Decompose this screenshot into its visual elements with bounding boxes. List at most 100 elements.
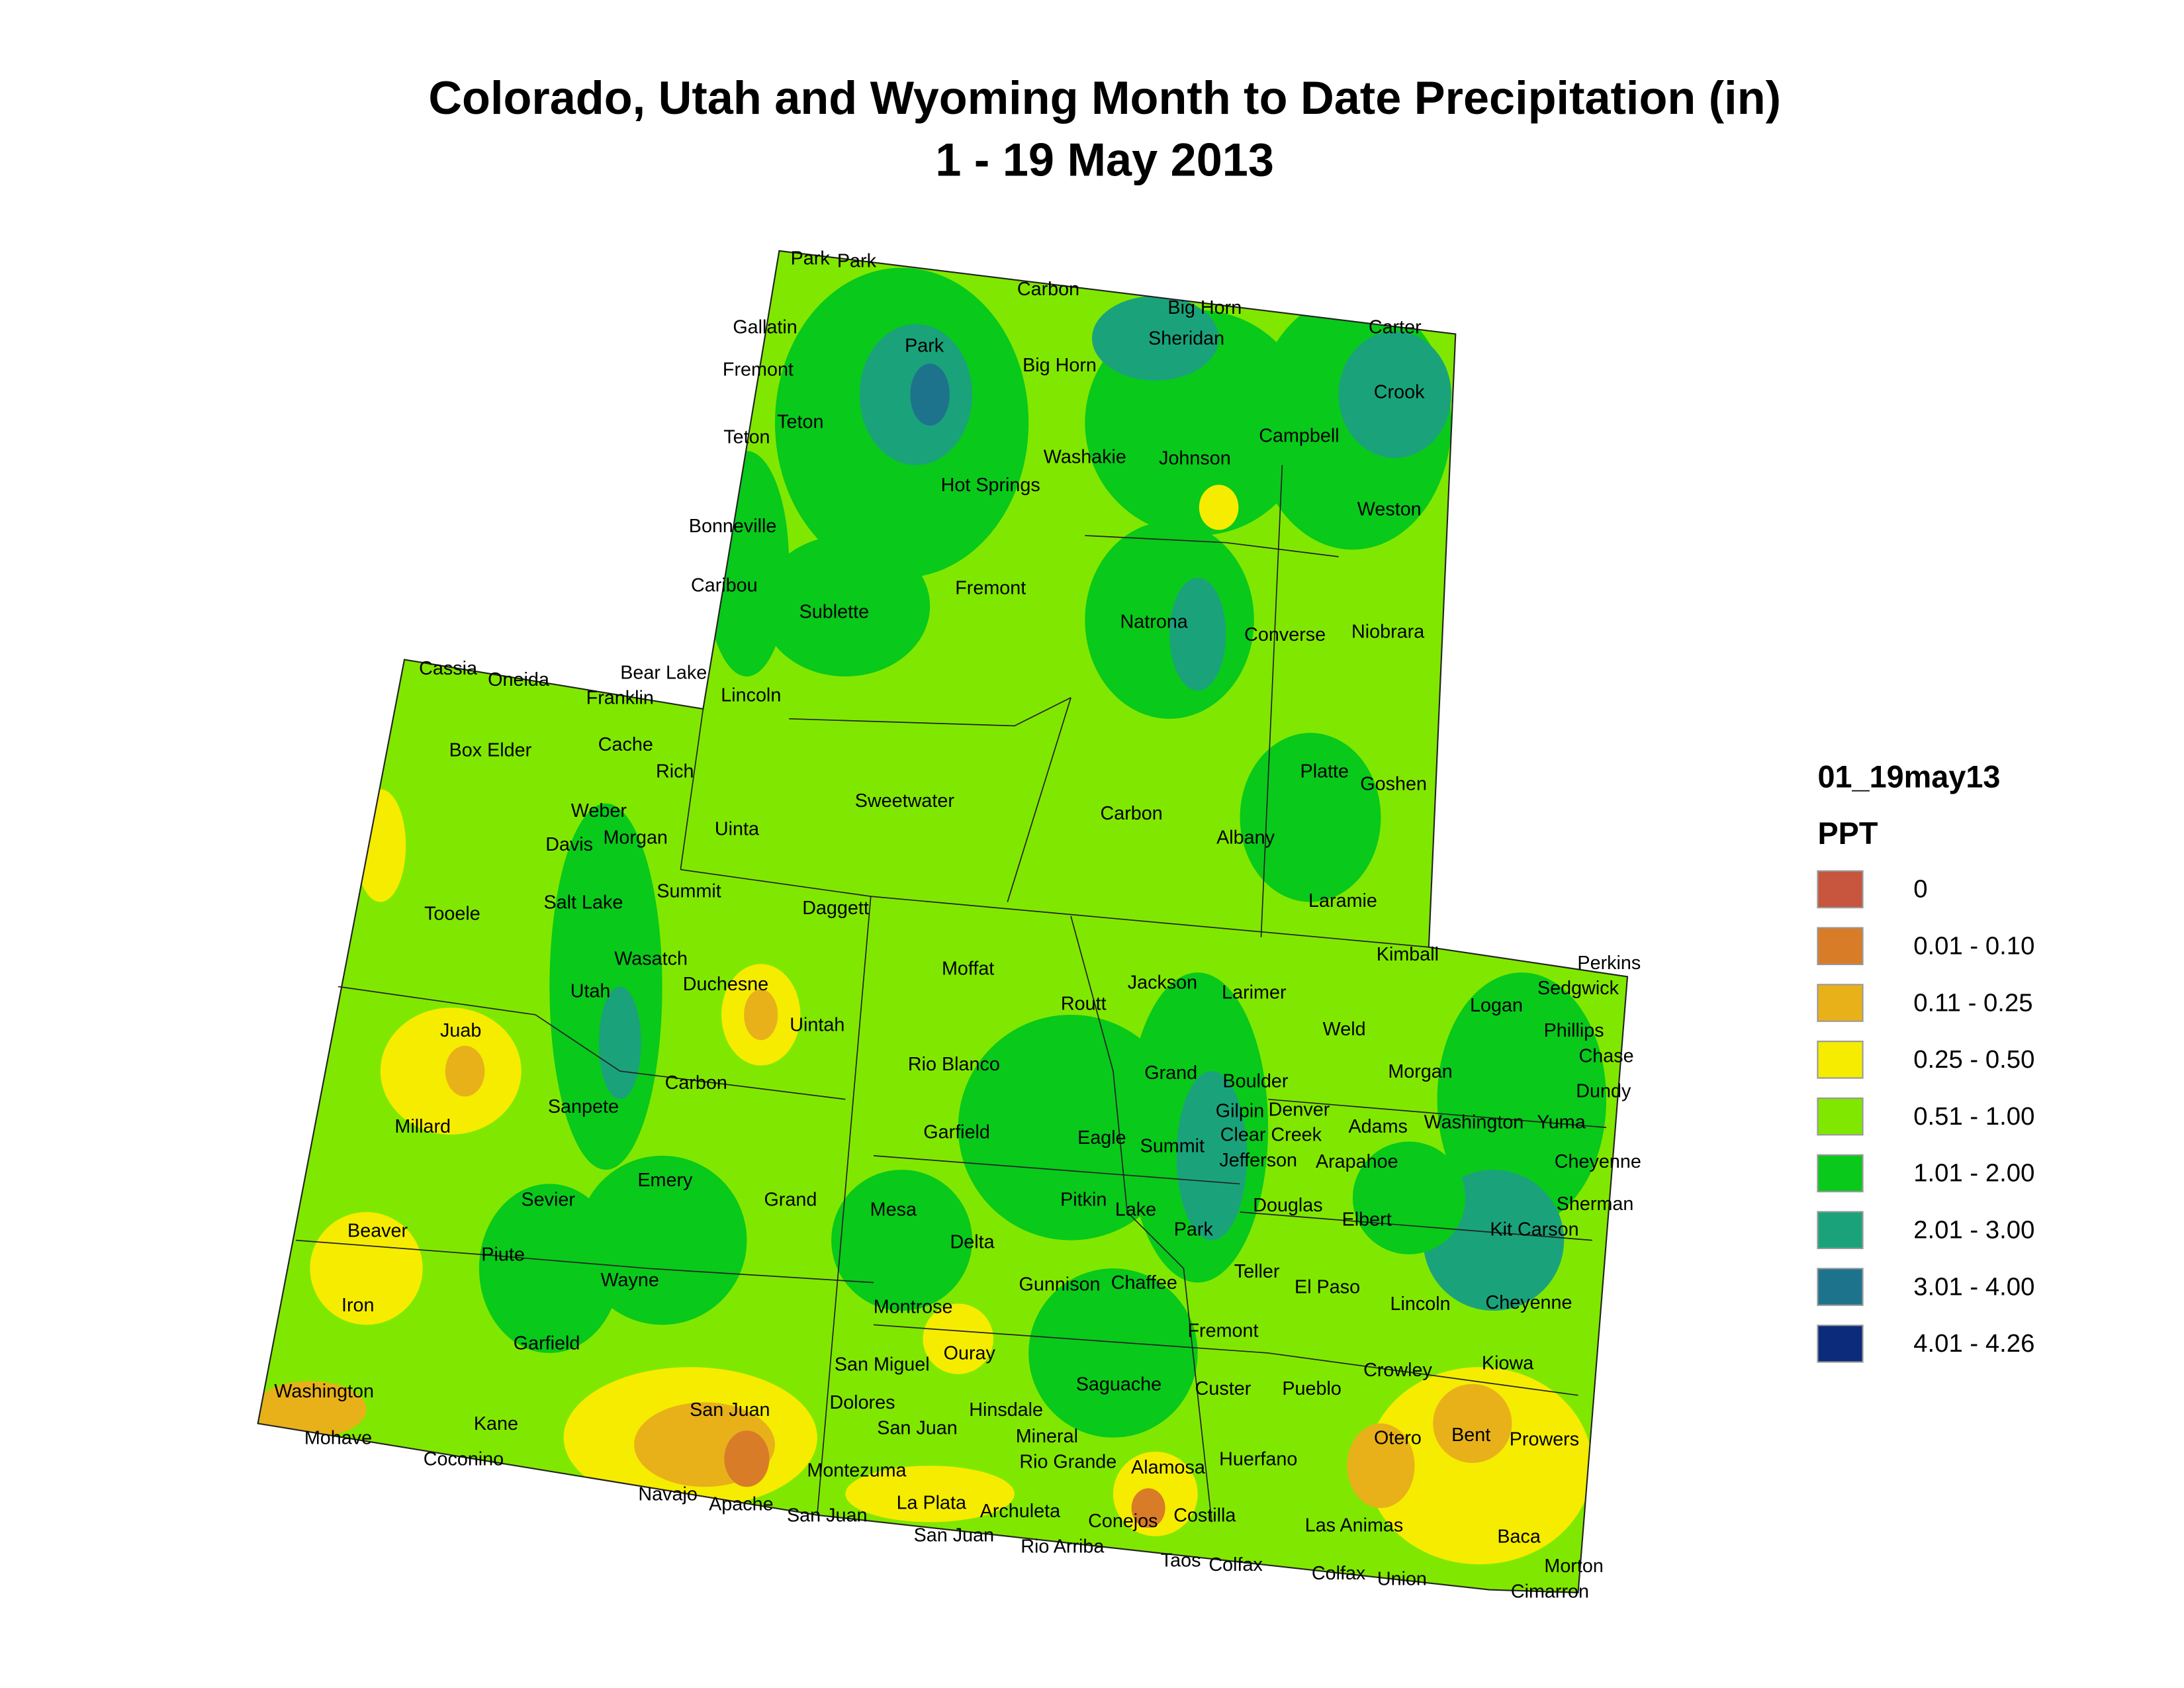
county-label: Apache	[709, 1493, 773, 1515]
county-label: Summit	[1140, 1136, 1205, 1157]
county-label: Dundy	[1576, 1081, 1631, 1102]
county-label: San Juan	[877, 1417, 957, 1438]
county-label: Mesa	[870, 1199, 917, 1220]
county-label: Douglas	[1253, 1195, 1322, 1216]
legend-swatch	[1817, 927, 1864, 965]
county-label: Otero	[1374, 1427, 1422, 1448]
legend-label: 0.11 - 0.25	[1913, 988, 2032, 1017]
county-label: San Juan	[787, 1505, 867, 1526]
county-label: Johnson	[1159, 448, 1231, 469]
county-label: Baca	[1497, 1526, 1541, 1547]
county-label: Jackson	[1128, 972, 1197, 994]
county-label: Beaver	[347, 1220, 408, 1241]
county-label: Boulder	[1222, 1071, 1288, 1092]
legend-subtitle: PPT	[1817, 816, 1878, 851]
county-label: Clear Creek	[1220, 1125, 1322, 1146]
county-label: Kit Carson	[1490, 1219, 1578, 1240]
county-label: Las Animas	[1305, 1515, 1404, 1536]
county-label: Montrose	[874, 1296, 953, 1317]
legend-label: 4.01 - 4.26	[1913, 1329, 2034, 1358]
county-label: Fremont	[723, 359, 794, 381]
county-label: Washakie	[1044, 447, 1126, 468]
county-label: Fremont	[955, 578, 1026, 599]
county-label: Perkins	[1577, 953, 1641, 974]
county-label: Sedgwick	[1537, 978, 1619, 999]
county-label: Morton	[1544, 1556, 1603, 1577]
map-subtitle: 1 - 19 May 2013	[935, 134, 1274, 186]
county-label: Hot Springs	[941, 475, 1040, 496]
county-label: Chase	[1579, 1045, 1634, 1066]
county-label: Kiowa	[1482, 1353, 1533, 1374]
county-label: Union	[1377, 1568, 1427, 1589]
county-label: Archuleta	[980, 1501, 1060, 1522]
county-label: Crowley	[1363, 1360, 1432, 1381]
county-label: Sweetwater	[855, 790, 955, 812]
legend-label: 1.01 - 2.00	[1913, 1159, 2034, 1188]
county-label: Davis	[545, 834, 593, 855]
county-label: Bonneville	[689, 516, 777, 537]
county-label: Carter	[1369, 317, 1422, 338]
county-label: Morgan	[1388, 1061, 1452, 1082]
county-label: Morgan	[603, 827, 667, 848]
county-label: Franklin	[586, 688, 654, 709]
county-label: Navajo	[638, 1484, 697, 1505]
county-label: Uintah	[790, 1015, 844, 1036]
county-label: Taos	[1161, 1550, 1201, 1571]
legend-swatch	[1817, 1325, 1864, 1363]
county-label: Millard	[394, 1116, 451, 1137]
county-label: Emery	[637, 1170, 693, 1191]
legend-title: 01_19may13	[1817, 760, 2000, 794]
county-label: Summit	[657, 880, 721, 902]
legend-label: 0.51 - 1.00	[1913, 1102, 2034, 1131]
county-label: Laramie	[1308, 890, 1377, 912]
county-label: Kimball	[1377, 944, 1439, 965]
legend-swatch	[1817, 1268, 1864, 1306]
county-label: Mineral	[1016, 1426, 1078, 1447]
county-label: Weber	[571, 800, 627, 821]
county-label: Utah	[570, 980, 611, 1002]
county-label: Cache	[598, 734, 653, 755]
legend-swatch	[1817, 870, 1864, 909]
county-label: Carbon	[1100, 803, 1162, 824]
county-label: Wasatch	[614, 948, 688, 969]
county-label: Dolores	[829, 1392, 895, 1413]
county-label: Sanpete	[548, 1096, 619, 1117]
county-label: Crook	[1374, 382, 1425, 403]
county-label: Lake	[1115, 1199, 1156, 1220]
county-label: Cassia	[419, 658, 477, 679]
county-label: Eagle	[1077, 1127, 1126, 1149]
county-label: Grand	[1144, 1062, 1197, 1084]
county-label: Teton	[777, 411, 823, 432]
county-label: San Miguel	[835, 1354, 930, 1376]
county-label: Teton	[723, 427, 770, 448]
county-label: Denver	[1269, 1099, 1330, 1120]
county-label: Kane	[474, 1413, 518, 1434]
county-label: Routt	[1061, 994, 1107, 1015]
legend-swatch	[1817, 1097, 1864, 1136]
county-label: Rio Grande	[1019, 1452, 1116, 1473]
county-label: Fremont	[1188, 1321, 1259, 1342]
county-label: Sublette	[799, 602, 869, 623]
county-label: Big Horn	[1167, 297, 1242, 318]
county-label: Mohave	[304, 1427, 372, 1448]
county-label: La Plata	[897, 1492, 966, 1513]
county-label: Bear Lake	[620, 662, 707, 683]
legend-label: 3.01 - 4.00	[1913, 1272, 2034, 1301]
county-label: Tooele	[424, 903, 480, 924]
legend-label: 0.01 - 0.10	[1913, 932, 2034, 961]
county-label: Rich	[656, 761, 694, 782]
county-label: Park	[837, 251, 877, 272]
county-label: Albany	[1216, 827, 1275, 848]
county-label: Delta	[950, 1231, 994, 1252]
county-label: Hinsdale	[969, 1399, 1043, 1421]
county-label: Sherman	[1557, 1194, 1634, 1215]
county-label: Duchesne	[683, 974, 768, 995]
county-label: Garfield	[514, 1333, 580, 1354]
county-label: Goshen	[1360, 773, 1427, 794]
county-label: Adams	[1348, 1116, 1407, 1137]
legend-swatch	[1817, 1211, 1864, 1250]
county-label: Ouray	[944, 1343, 996, 1364]
legend: 01_19may13 PPT 0 0.01 - 0.10 0.11 - 0.25 0.…	[1817, 760, 2034, 1363]
